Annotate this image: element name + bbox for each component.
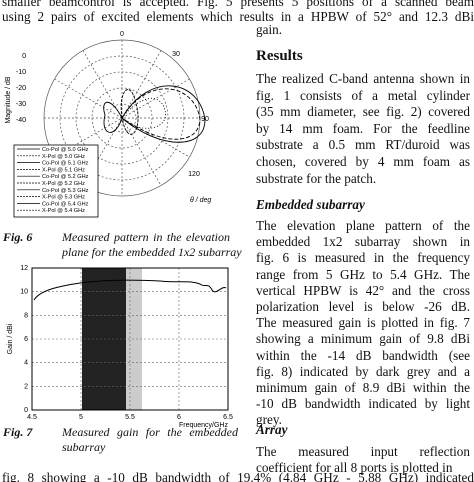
y-tick-label: 0	[24, 407, 28, 414]
text-line: fig. 1 consists of a metal cylinder	[256, 87, 470, 103]
figure-caption: subarray	[62, 440, 106, 454]
section-heading: Array	[256, 422, 288, 437]
axis-label: Magnitude / dB	[5, 76, 12, 123]
legend-entry: Co-Pol @ 5.0 GHz	[42, 147, 89, 153]
x-tick-label: 4.5	[27, 414, 37, 421]
gain-grid	[32, 268, 228, 410]
text-line: -10 dB bandwidth indicated by light	[256, 396, 470, 412]
y-tick-label: 8	[24, 312, 28, 319]
polar-curves	[103, 85, 206, 143]
text-line: fig. 6 is measured in the frequency	[256, 250, 470, 266]
x-tick-label: 5.5	[125, 414, 135, 421]
text-line: substrate a 0.5 mm RT/duroid was	[256, 137, 470, 153]
text-line: polarization level is below -26 dB.	[256, 299, 470, 314]
magnitude-label: -10	[16, 69, 26, 76]
magnitude-label: -20	[16, 85, 26, 92]
y-tick-label: 12	[20, 265, 28, 272]
text-line: coefficient for all 8 ports is plotted i…	[256, 460, 453, 475]
gain-curve	[33, 279, 227, 301]
text-line: The realized C-band antenna shown in	[256, 71, 470, 86]
legend-entry: X-Pol @ 5.3 GHz	[42, 195, 85, 201]
text-line: substrate for the patch.	[256, 170, 377, 186]
axis-label: Gain / dBi	[7, 323, 14, 354]
text-line: fig. 8 showing a -10 dB bandwidth of 19.…	[2, 470, 474, 482]
legend-entry: Co-Pol @ 5.1 GHz	[42, 161, 89, 167]
figure-label: Fig. 6	[3, 230, 33, 244]
text-line: chosen, covered by 4 mm foam as	[256, 154, 470, 169]
legend-box	[13, 144, 99, 218]
legend-entry: X-Pol @ 5.4 GHz	[42, 208, 85, 214]
legend-entry: Co-Pol @ 5.2 GHz	[42, 174, 89, 180]
text-line: by 14 mm foam. For the feedline	[256, 120, 470, 136]
section-heading: Results	[256, 48, 303, 64]
text-line: gain.	[256, 22, 283, 37]
text-line: grey.	[256, 412, 282, 428]
axis-label: θ / deg	[190, 197, 211, 204]
text-line: (35 mm diameter, see fig. 2) covered	[256, 104, 470, 120]
legend-entry: X-Pol @ 5.2 GHz	[42, 181, 85, 187]
text-line: The measured input reflection	[256, 444, 470, 459]
text-line: within the -14 dB bandwidth (see	[256, 347, 470, 363]
text-line: range from 5 GHz to 5.4 GHz. The	[256, 266, 470, 282]
magnitude-label: -40	[16, 117, 26, 124]
legend-entry: X-Pol @ 5.0 GHz	[42, 154, 85, 160]
text-line: showing a minimum gain of 9.8 dBi	[256, 331, 470, 347]
y-tick-label: 4	[24, 360, 28, 367]
gain-frame	[31, 267, 229, 411]
angle-label: 90	[201, 116, 209, 123]
text-line: The measured gain is plotted in fig. 7	[256, 315, 470, 331]
text-line: vertical HPBW is 42° and the cross	[256, 282, 470, 298]
text-line: The elevation plane pattern of the	[256, 218, 470, 233]
legend-entry: Co-Pol @ 5.4 GHz	[42, 201, 89, 207]
legend-entry: Co-Pol @ 5.3 GHz	[42, 188, 89, 194]
text-line: minimum gain of 8.9 dBi within the	[256, 380, 470, 395]
section-heading: Embedded subarray	[256, 197, 365, 212]
axis-label: Frequency/GHz	[179, 422, 229, 429]
figure-caption: Measured gain for the embedded 1x2	[62, 425, 238, 439]
x-tick-label: 6.5	[223, 414, 233, 421]
x-tick-label: 5	[79, 414, 83, 421]
angle-label: 0	[120, 31, 124, 38]
text-line: using 2 pairs of excited elements which …	[2, 9, 474, 24]
text-line: smaller beamcontrol is accepted. Fig. 5 …	[2, 0, 474, 9]
y-tick-label: 10	[20, 289, 28, 296]
magnitude-label: 0	[22, 53, 26, 60]
text-line: fig. 8) indicated by dark grey and a	[256, 363, 470, 379]
text-line: embedded 1x2 subarray shown in	[256, 234, 470, 250]
y-tick-label: 2	[24, 383, 28, 390]
legend-entry: X-Pol @ 5.1 GHz	[42, 167, 85, 173]
figure-caption: plane for the embedded 1x2 subarray	[62, 245, 242, 259]
figure-label: Fig. 7	[3, 425, 33, 439]
angle-label: 120	[188, 171, 200, 178]
magnitude-label: -30	[16, 101, 26, 108]
angle-label: 30	[172, 51, 180, 58]
x-tick-label: 6	[177, 414, 181, 421]
y-tick-label: 6	[24, 336, 28, 343]
figure-caption: Measured pattern in the elevation	[62, 230, 230, 244]
